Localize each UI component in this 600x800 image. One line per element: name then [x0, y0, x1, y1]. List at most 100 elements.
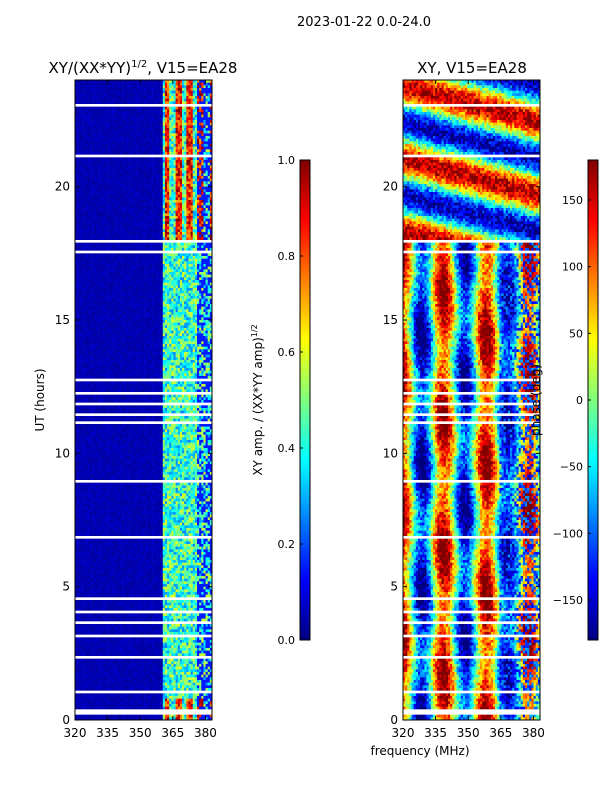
heatmap-cell — [137, 192, 140, 195]
heatmap-cell — [119, 112, 123, 115]
heatmap-cell — [87, 282, 91, 286]
heatmap-cell — [209, 266, 213, 270]
heatmap-cell — [115, 157, 119, 161]
heatmap-cell — [190, 112, 194, 115]
heatmap-cell — [158, 98, 161, 102]
heatmap-cell — [201, 176, 204, 179]
heatmap-cell — [186, 197, 189, 201]
heatmap-cell — [167, 128, 170, 131]
heatmap-cell — [79, 205, 82, 209]
heatmap-cell — [81, 290, 84, 294]
heatmap-cell — [89, 274, 93, 278]
heatmap-cell — [169, 170, 172, 174]
heatmap-cell — [134, 160, 138, 163]
heatmap-cell — [169, 173, 172, 177]
heatmap-cell — [102, 109, 106, 113]
heatmap-cell — [117, 120, 121, 123]
heatmap-cell — [96, 242, 99, 246]
heatmap-cell — [147, 82, 151, 86]
heatmap-cell — [186, 242, 189, 246]
heatmap-cell — [98, 274, 101, 278]
heatmap-cell — [111, 192, 114, 195]
heatmap-cell — [81, 117, 84, 121]
heatmap-cell — [89, 245, 93, 249]
heatmap-cell — [192, 237, 196, 241]
heatmap-cell — [94, 106, 97, 110]
heatmap-cell — [100, 165, 104, 169]
heatmap-cell — [75, 234, 78, 238]
heatmap-cell — [197, 184, 200, 187]
heatmap-cell — [92, 248, 95, 251]
heatmap-cell — [107, 181, 110, 185]
heatmap-cell — [201, 146, 204, 150]
heatmap-cell — [145, 114, 149, 118]
heatmap-cell — [197, 280, 200, 283]
heatmap-cell — [137, 232, 140, 235]
heatmap-cell — [179, 237, 183, 241]
heatmap-cell — [81, 269, 84, 273]
heatmap-cell — [113, 213, 116, 217]
heatmap-cell — [100, 280, 104, 283]
heatmap-cell — [197, 274, 200, 278]
heatmap-cell — [134, 210, 138, 214]
heatmap-cell — [77, 213, 80, 217]
heatmap-cell — [87, 168, 91, 171]
heatmap-cell — [186, 194, 189, 198]
heatmap-cell — [81, 160, 84, 163]
heatmap-cell — [171, 232, 174, 235]
heatmap-cell — [128, 192, 131, 195]
heatmap-cell — [190, 128, 194, 131]
heatmap-cell — [85, 200, 89, 203]
heatmap-cell — [132, 280, 136, 283]
heatmap-cell — [182, 266, 185, 270]
heatmap-cell — [209, 138, 213, 142]
heatmap-cell — [117, 264, 121, 267]
heatmap-cell — [107, 242, 110, 246]
heatmap-cell — [126, 93, 129, 97]
heatmap-cell — [171, 200, 174, 203]
heatmap-cell — [111, 258, 114, 262]
heatmap-cell — [164, 200, 168, 203]
heatmap-cell — [205, 248, 209, 251]
heatmap-cell — [79, 285, 82, 289]
heatmap-cell — [102, 176, 106, 179]
heatmap-cell — [143, 200, 146, 203]
heatmap-cell — [126, 112, 129, 115]
heatmap-cell — [77, 117, 80, 121]
heatmap-cell — [94, 170, 97, 174]
heatmap-cell — [124, 288, 127, 291]
heatmap-cell — [154, 248, 157, 251]
heatmap-cell — [201, 189, 204, 193]
heatmap-cell — [134, 141, 138, 145]
heatmap-cell — [164, 157, 168, 161]
heatmap-cell — [132, 245, 136, 249]
heatmap-cell — [83, 234, 86, 238]
heatmap-cell — [128, 277, 131, 281]
heatmap-cell — [145, 242, 149, 246]
heatmap-cell — [96, 82, 99, 86]
heatmap-cell — [147, 162, 151, 166]
heatmap-cell — [152, 80, 155, 83]
heatmap-cell — [188, 162, 191, 166]
heatmap-cell — [192, 130, 196, 134]
heatmap-cell — [158, 130, 161, 134]
heatmap-cell — [134, 296, 138, 299]
heatmap-cell — [164, 117, 168, 121]
heatmap-cell — [158, 168, 161, 171]
heatmap-cell — [115, 82, 119, 86]
heatmap-cell — [75, 210, 78, 214]
heatmap-cell — [128, 98, 131, 102]
heatmap-cell — [188, 125, 191, 129]
heatmap-cell — [124, 189, 127, 193]
heatmap-cell — [173, 184, 176, 187]
heatmap-cell — [145, 96, 149, 99]
heatmap-cell — [87, 280, 91, 283]
heatmap-cell — [149, 168, 153, 171]
heatmap-cell — [113, 106, 116, 110]
heatmap-cell — [115, 277, 119, 281]
heatmap-cell — [102, 213, 106, 217]
heatmap-cell — [124, 125, 127, 129]
heatmap-cell — [192, 205, 196, 209]
heatmap-cell — [94, 165, 97, 169]
heatmap-cell — [130, 194, 134, 198]
